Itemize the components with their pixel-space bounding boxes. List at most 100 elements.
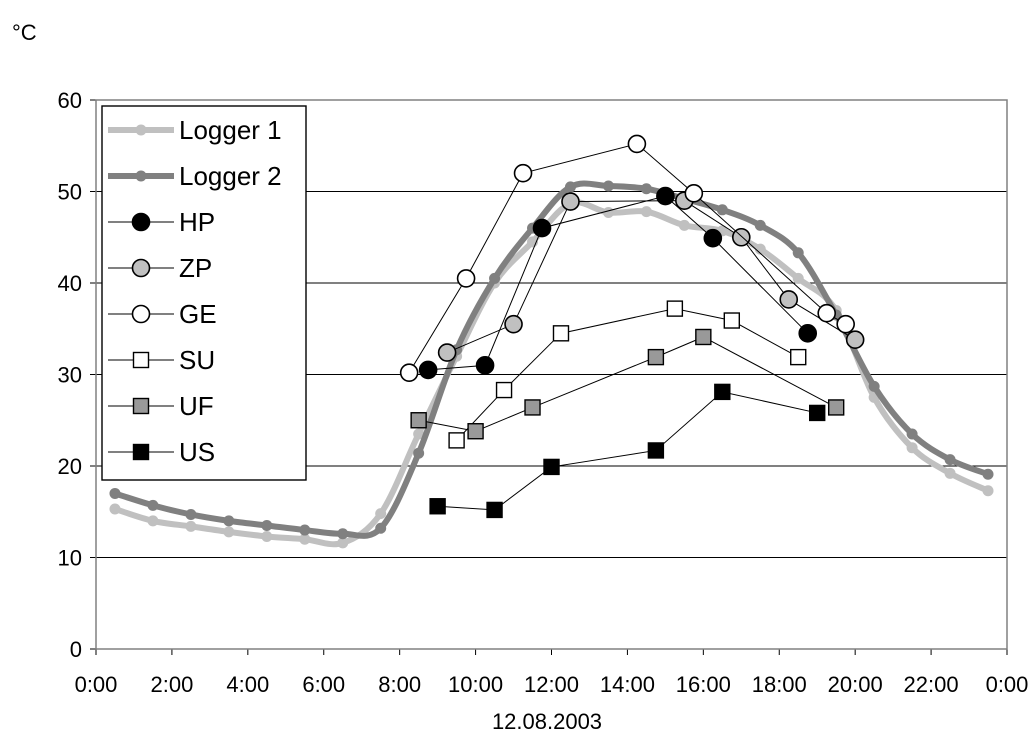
data-point (906, 428, 918, 440)
series-line (437, 391, 818, 511)
data-point (792, 272, 804, 284)
data-point (223, 526, 235, 538)
x-tick-label: 10:00 (448, 672, 503, 697)
data-point (399, 363, 419, 382)
data-point (504, 314, 523, 334)
legend-box (101, 105, 307, 481)
data-point (261, 530, 273, 542)
data-point (543, 458, 560, 476)
series-line (418, 336, 837, 432)
legend-entry: Logger 1 (108, 115, 282, 145)
data-point (223, 515, 235, 527)
data-point (716, 204, 728, 216)
series-uf (410, 328, 845, 440)
data-point (456, 269, 476, 288)
legend: Logger 1 Logger 2 HP ZP GE SU UF US (101, 105, 307, 481)
data-point (448, 432, 465, 449)
y-tick-labels: 0 10 20 30 40 50 60 (58, 88, 82, 662)
data-point (375, 508, 387, 520)
x-tick-label: 2:00 (151, 672, 194, 697)
x-tick-label: 0:00 (75, 672, 118, 697)
x-tick-label: 18:00 (752, 672, 807, 697)
data-point (982, 485, 994, 497)
series-ge (399, 134, 855, 382)
data-point (868, 380, 880, 392)
data-point (299, 533, 311, 545)
data-point (532, 218, 552, 238)
y-tick-label: 10 (58, 546, 82, 571)
data-point (437, 343, 457, 362)
data-point (647, 442, 665, 459)
y-tick-label: 60 (58, 88, 82, 113)
data-point (836, 314, 855, 334)
legend-entry: SU (108, 345, 215, 375)
data-point (147, 515, 159, 527)
data-point (561, 192, 580, 211)
data-point (410, 412, 427, 429)
data-point (489, 272, 501, 284)
data-point (684, 184, 704, 203)
data-point (109, 487, 121, 499)
data-point (817, 303, 836, 323)
data-point (337, 528, 349, 540)
legend-entry: GE (108, 299, 217, 329)
x-tick-labels: 0:00 2:00 4:00 6:00 8:00 10:00 12:00 14:00 16:00… (75, 672, 1029, 697)
legend-marker (131, 258, 151, 278)
data-point (564, 181, 576, 193)
x-tick-label: 0:00 (986, 672, 1029, 697)
data-point (790, 348, 807, 366)
data-point (413, 428, 425, 440)
data-point (486, 501, 503, 519)
y-tick-label: 20 (58, 454, 82, 479)
data-point (261, 519, 273, 531)
data-point (666, 300, 684, 317)
data-point (418, 360, 438, 380)
data-point (495, 381, 513, 399)
legend-entry: ZP (108, 253, 212, 283)
data-point (602, 207, 614, 219)
series-line (428, 195, 809, 371)
data-point (602, 180, 614, 192)
data-point (723, 312, 741, 329)
data-point (678, 219, 690, 231)
legend-entry: UF (108, 391, 214, 421)
x-tick-label: 6:00 (302, 672, 345, 697)
data-point (944, 454, 956, 466)
x-tick-label: 22:00 (904, 672, 959, 697)
legend-label: Logger 2 (179, 161, 282, 191)
data-point (779, 290, 799, 309)
legend-entry: Logger 2 (108, 161, 282, 191)
legend-label: SU (179, 345, 215, 375)
data-point (845, 330, 865, 350)
x-axis-label: 12.08.2003 (492, 709, 602, 734)
legend-marker (131, 304, 151, 324)
y-tick-label: 50 (58, 180, 82, 205)
data-point (754, 243, 766, 255)
legend-marker (132, 443, 150, 461)
data-point (552, 325, 570, 342)
data-point (792, 247, 804, 259)
x-tick-label: 20:00 (828, 672, 883, 697)
data-point (714, 383, 731, 401)
data-point (109, 503, 121, 515)
plot-frame (95, 99, 1008, 650)
x-tick-label: 4:00 (226, 672, 269, 697)
data-point (375, 522, 387, 534)
x-tick-label: 8:00 (378, 672, 421, 697)
data-point (731, 227, 751, 247)
data-point (827, 399, 845, 416)
data-point (413, 447, 425, 459)
data-point (467, 423, 484, 440)
y-tick-label: 40 (58, 271, 82, 296)
legend-label: GE (179, 299, 217, 329)
series-hp (418, 186, 818, 380)
data-point (695, 328, 712, 346)
data-point (906, 442, 918, 454)
legend-label: US (179, 437, 215, 467)
series-zp (437, 191, 865, 362)
data-point (982, 468, 994, 480)
data-point (337, 537, 349, 549)
legend-entry: HP (108, 207, 215, 237)
series-su (448, 300, 807, 449)
